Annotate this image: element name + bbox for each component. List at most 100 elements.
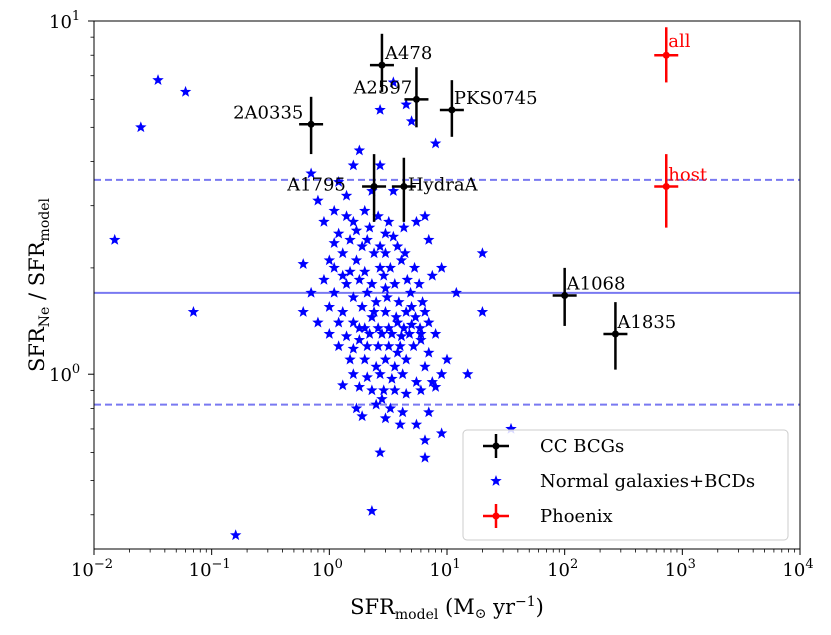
errorbar-point-host	[654, 154, 679, 228]
galaxy-point	[179, 85, 192, 97]
galaxy-point	[381, 291, 393, 303]
point-label-a1835: A1835	[616, 312, 676, 333]
errorbar-point-a478	[369, 33, 394, 92]
galaxy-point	[347, 368, 360, 380]
galaxy-point	[401, 273, 414, 285]
galaxy-point	[152, 74, 164, 86]
galaxy-point	[415, 327, 427, 339]
galaxy-point	[361, 340, 373, 352]
x-axis: 10−2 10−1 100 101 102 103 104	[71, 549, 814, 581]
galaxy-point	[384, 402, 397, 414]
galaxy-point	[419, 451, 431, 463]
point-marker	[370, 182, 378, 190]
y-tick-label: 100	[49, 362, 80, 386]
galaxy-point	[340, 189, 353, 201]
galaxy-point	[390, 311, 402, 323]
galaxy-point	[391, 316, 404, 328]
legend-label: Normal galaxies+BCDs	[540, 471, 755, 492]
legend-dot	[492, 512, 500, 520]
legend-label: CC BCGs	[540, 436, 624, 457]
galaxy-point	[407, 340, 420, 352]
galaxy-point	[374, 240, 386, 252]
galaxy-point	[328, 261, 340, 273]
galaxy-point	[429, 137, 442, 149]
point-label-pks0745: PKS0745	[454, 88, 538, 109]
galaxy-point	[359, 322, 371, 334]
galaxy-point	[297, 258, 309, 269]
galaxy-point	[344, 265, 356, 277]
galaxy-point	[374, 368, 386, 380]
galaxy-point	[332, 340, 345, 352]
galaxy-point	[398, 322, 410, 334]
galaxy-point	[379, 353, 392, 365]
galaxy-point	[419, 210, 431, 222]
galaxy-point	[400, 387, 412, 399]
galaxy-point	[323, 300, 336, 312]
legend-dot	[492, 442, 500, 450]
galaxy-point	[383, 215, 395, 227]
galaxy-point	[366, 311, 378, 323]
x-tick-label: 101	[429, 557, 460, 581]
reference-lines	[94, 178, 800, 406]
errorbar-point-pks0745	[439, 80, 464, 137]
galaxy-point	[400, 306, 412, 317]
galaxy-point	[318, 215, 330, 227]
point-marker	[378, 61, 386, 69]
galaxy-point	[359, 265, 371, 277]
point-label-host: host	[668, 164, 708, 185]
galaxy-point	[312, 194, 324, 206]
errorbar-point-a2597	[404, 67, 429, 128]
galaxy-point	[405, 115, 418, 127]
galaxy-point	[387, 76, 400, 88]
galaxy-point	[332, 227, 345, 239]
legend-entry-1: Normal galaxies+BCDs	[490, 471, 755, 492]
galaxy-point	[394, 418, 406, 430]
galaxy-point	[337, 269, 349, 281]
galaxy-point	[410, 376, 423, 387]
galaxy-point	[353, 381, 366, 392]
errorbar-point-2a0335	[299, 96, 324, 155]
galaxy-point	[366, 278, 378, 289]
galaxy-point	[389, 278, 401, 289]
galaxy-point	[405, 318, 418, 330]
galaxy-point	[395, 254, 408, 266]
galaxy-point	[394, 340, 406, 352]
galaxy-point	[372, 322, 384, 334]
point-label-a2597: A2597	[352, 77, 412, 98]
point-marker	[561, 292, 569, 300]
galaxy-point	[429, 381, 442, 392]
galaxy-point	[409, 311, 422, 323]
point-marker	[611, 330, 619, 338]
galaxy-point	[328, 204, 340, 216]
galaxy-point	[359, 204, 371, 216]
x-tick-label: 102	[547, 557, 578, 581]
galaxy-point	[462, 368, 474, 380]
galaxy-point	[413, 278, 425, 289]
galaxy-point	[347, 316, 360, 328]
galaxy-point	[414, 322, 426, 334]
galaxy-point	[415, 333, 427, 345]
galaxy-point	[305, 286, 317, 298]
galaxy-point	[398, 221, 410, 233]
galaxy-point	[370, 398, 382, 410]
galaxy-point	[379, 227, 392, 239]
galaxy-point	[305, 167, 317, 179]
galaxy-point	[419, 306, 431, 317]
legend-entry-0: CC BCGs	[483, 434, 624, 458]
galaxy-point	[419, 360, 431, 372]
galaxy-point	[109, 233, 121, 245]
y-axis-label: SFRNe / SFRmodel	[25, 197, 53, 371]
galaxy-point	[374, 261, 386, 273]
galaxy-point	[366, 504, 378, 516]
galaxy-point	[400, 98, 412, 110]
errorbar-point-a1068	[552, 267, 577, 326]
galaxy-point	[387, 230, 400, 242]
galaxy-point	[356, 300, 368, 312]
galaxy-point	[386, 372, 398, 384]
galaxy-point	[312, 316, 324, 328]
galaxy-points	[109, 74, 517, 541]
galaxy-point	[353, 333, 366, 345]
galaxy-point	[344, 233, 356, 245]
